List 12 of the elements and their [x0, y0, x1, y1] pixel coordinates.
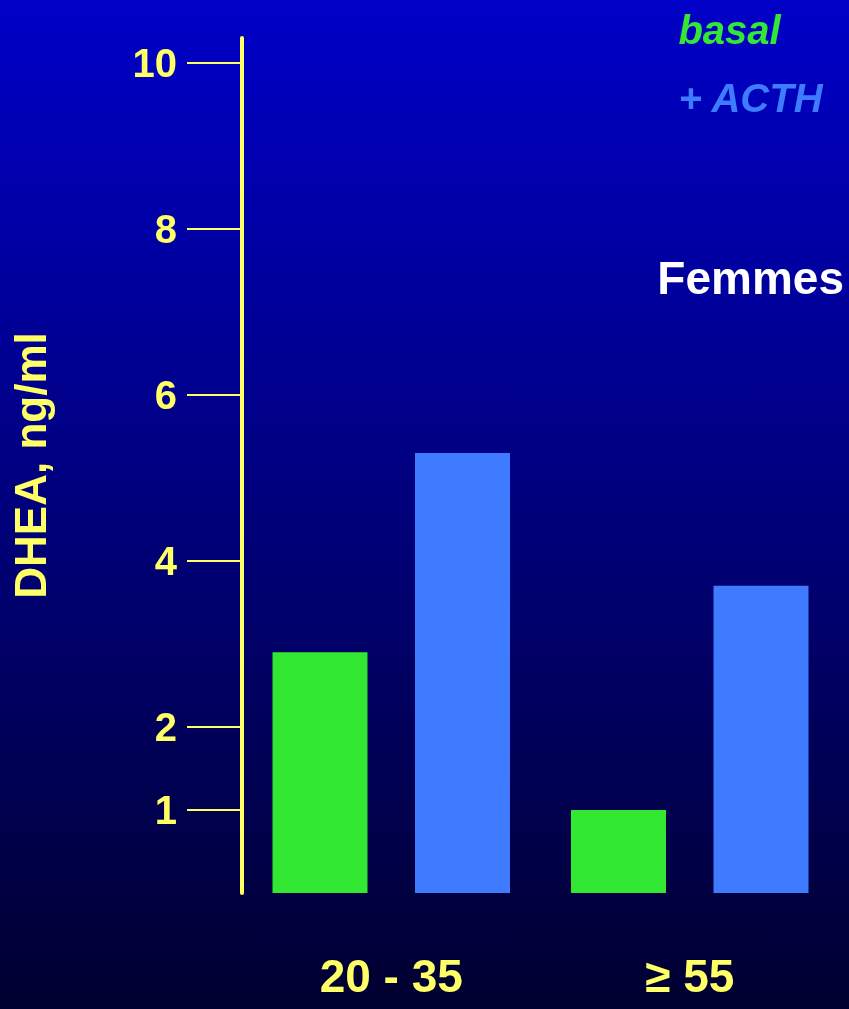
y-tick-label: 10: [132, 40, 177, 85]
y-tick-label: 6: [154, 372, 177, 417]
y-tick-label: 1: [154, 787, 177, 832]
x-tick-label: 20 - 35: [319, 950, 463, 1002]
text: + ACTH: [678, 76, 824, 120]
y-tick-label: 4: [154, 538, 178, 583]
annotation: Femmes: [657, 252, 845, 304]
text: basal: [678, 8, 782, 52]
x-tick-label: ≥ 55: [645, 950, 735, 1002]
y-axis-title: DHEA, ng/ml: [5, 332, 55, 599]
y-tick-label: 2: [154, 704, 177, 749]
y-tick-label: 8: [154, 206, 177, 251]
